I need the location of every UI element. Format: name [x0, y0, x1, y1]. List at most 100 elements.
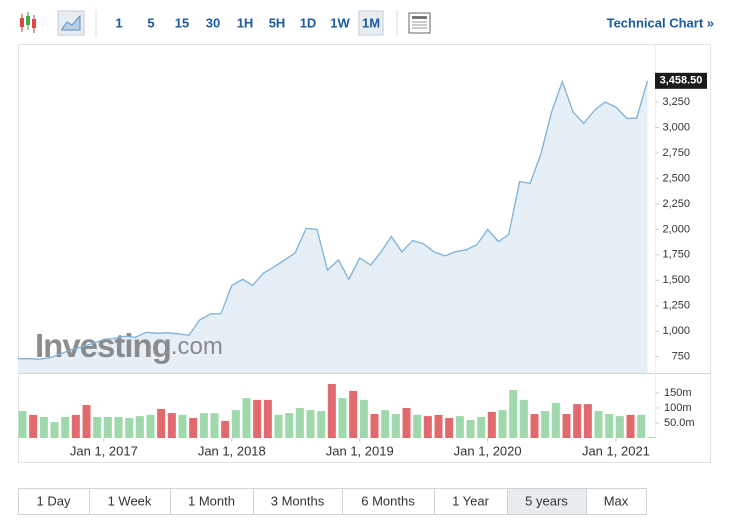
area-fill [18, 80, 648, 374]
volume-bar [327, 384, 336, 438]
volume-bar [29, 414, 38, 438]
interval-button[interactable]: 5 [147, 15, 154, 30]
volume-bar [434, 414, 443, 438]
table-icon[interactable] [408, 12, 431, 34]
y-tick-label: 1,750 [662, 249, 690, 261]
last-value-box [655, 72, 707, 89]
volume-bar [231, 410, 240, 438]
y-tick-label: 2,250 [662, 198, 690, 210]
interval-button[interactable]: 1H [237, 15, 254, 30]
technical-chart-link[interactable]: Technical Chart » [607, 15, 714, 30]
interval-button[interactable]: 15 [175, 15, 189, 30]
volume-bar [295, 408, 304, 438]
range-label[interactable]: 1 Year [452, 493, 490, 508]
volume-bar [221, 420, 230, 438]
y-tick-label: 50.0m [664, 417, 695, 429]
range-button[interactable] [507, 488, 587, 515]
range-button[interactable] [18, 488, 90, 515]
volume-bar [306, 410, 315, 438]
volume-bar [594, 411, 603, 438]
volume-bar [114, 417, 123, 438]
volume-bar [519, 399, 528, 438]
volume-bar [317, 411, 326, 438]
volume-bar [263, 399, 272, 438]
volume-bar [82, 405, 91, 438]
volume-bar [477, 417, 486, 438]
volume-bar [541, 411, 550, 438]
range-label[interactable]: 1 Day [37, 493, 71, 508]
x-tick-label: Jan 1, 2020 [454, 443, 522, 458]
last-value-label: 3,458.50 [660, 75, 703, 87]
x-tick-label: Jan 1, 2021 [582, 443, 650, 458]
volume-bar [50, 422, 59, 438]
interval-button[interactable]: 1W [330, 15, 350, 30]
volume-bar [423, 416, 432, 438]
range-label[interactable]: 5 years [525, 493, 568, 508]
volume-bar [445, 417, 454, 438]
x-tick-label: Jan 1, 2019 [326, 443, 394, 458]
volume-bar [242, 398, 251, 438]
volume-bar [583, 404, 592, 438]
interval-button[interactable]: 1M [362, 15, 380, 30]
volume-bar [18, 411, 27, 438]
interval-button[interactable]: 1 [115, 15, 122, 30]
y-tick-label: 2,750 [662, 147, 690, 159]
y-tick-label: 3,250 [662, 96, 690, 108]
volume-bar [615, 416, 624, 438]
x-tick-label: Jan 1, 2018 [198, 443, 266, 458]
range-button[interactable] [170, 488, 254, 515]
y-tick-label: 150m [664, 387, 692, 399]
watermark-suffix: .com [171, 333, 223, 360]
volume-bar [530, 414, 539, 438]
volume-bar [125, 417, 134, 438]
volume-bar [466, 420, 475, 438]
volume-bar [487, 411, 496, 438]
interval-button[interactable]: 1D [300, 15, 317, 30]
y-tick-label: 2,500 [662, 172, 690, 184]
range-label[interactable]: 6 Months [361, 493, 415, 508]
volume-bar [498, 410, 507, 438]
y-tick-label: 3,000 [662, 121, 690, 133]
price-line [18, 79, 649, 360]
volume-bar [285, 413, 294, 438]
volume-bar [562, 414, 571, 438]
range-button[interactable] [586, 488, 647, 515]
line-icon [61, 14, 81, 31]
interval-button[interactable]: 5H [269, 15, 286, 30]
volume-bar [637, 414, 646, 438]
volume-bar [647, 437, 656, 438]
range-label[interactable]: 1 Month [188, 493, 235, 508]
volume-bar [402, 408, 411, 438]
y-tick-label: 1,250 [662, 300, 690, 312]
volume-bar [509, 390, 518, 438]
y-tick-label: 1,000 [662, 325, 690, 337]
volume-bar [199, 413, 208, 438]
range-button[interactable] [434, 488, 508, 515]
y-tick-label: 2,000 [662, 223, 690, 235]
volume-bar [626, 414, 635, 438]
candlestick-icon[interactable] [20, 12, 36, 33]
y-tick-label: 1,500 [662, 274, 690, 286]
volume-bar [381, 410, 390, 438]
range-label[interactable]: 3 Months [271, 493, 325, 508]
volume-bar [61, 417, 70, 438]
range-button[interactable] [342, 488, 435, 515]
volume-bar [413, 414, 422, 438]
volume-bar [551, 402, 560, 438]
volume-bar [71, 414, 80, 438]
range-label[interactable]: Max [604, 493, 629, 508]
volume-bar [338, 398, 347, 438]
volume-bar [189, 417, 198, 438]
range-button[interactable] [89, 488, 171, 515]
volume-bar [178, 414, 187, 438]
volume-bar [210, 413, 219, 438]
interval-button[interactable]: 30 [206, 15, 220, 30]
y-tick-label: 750 [672, 351, 690, 363]
active-interval [358, 10, 384, 36]
volume-bar [370, 414, 379, 438]
volume-bar [274, 414, 283, 438]
range-button[interactable] [253, 488, 343, 515]
range-label[interactable]: 1 Week [108, 493, 152, 508]
